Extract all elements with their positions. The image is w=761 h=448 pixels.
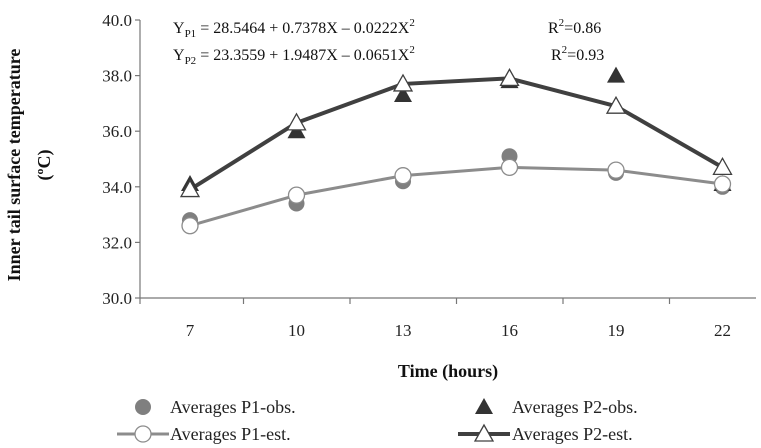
x-tick-label: 22 [714,321,731,340]
legend-marker [473,423,495,442]
legend-marker [135,399,151,415]
r-squared-p2: R2=0.93 [551,44,604,64]
legend-marker [134,425,152,443]
data-point-s2-4 [607,161,625,179]
y-axis-title-group: Inner tail surface temperature (ºC) [4,49,55,282]
y-tick-label: 34.0 [102,178,132,197]
r-squared-p1: R2=0.86 [548,17,601,37]
series-line-3 [188,76,724,192]
legend: Averages P1-obs. Averages P2-obs. Averages… [117,397,638,444]
legend-marker [475,398,493,414]
legend-label: Averages P2-est. [512,424,633,444]
equation-p2: YP2 = 23.3559 + 1.9487X – 0.0651X2 [173,44,415,67]
series-markers [179,66,733,235]
legend-label: Averages P1-obs. [170,397,296,417]
data-point-s2-1 [287,186,306,204]
series-lines [188,76,724,228]
series-line-2 [189,165,723,228]
legend-label: Averages P1-est. [170,424,291,444]
y-tick-labels: 30.0 32.0 34.0 36.0 38.0 40.0 [102,11,132,308]
y-axis-unit: (ºC) [34,150,55,181]
data-point-s3-5 [712,157,733,175]
x-tick-label: 19 [608,321,625,340]
data-point-s2-2 [394,167,412,185]
x-axis-title: Time (hours) [398,361,498,382]
data-point-s2-5 [713,175,732,193]
data-point-s3-0 [179,179,201,198]
y-tick-label: 36.0 [102,122,132,141]
y-tick-label: 38.0 [102,67,132,86]
data-point-s2-3 [500,158,519,176]
data-point-s1-2 [394,86,412,103]
y-axis-title: Inner tail surface temperature [4,49,24,282]
axes [135,19,756,304]
legend-label: Averages P2-obs. [512,397,638,417]
x-tick-label: 7 [186,321,195,340]
data-point-s3-2 [392,73,414,92]
y-tick-label: 32.0 [102,233,132,252]
x-tick-label: 13 [395,321,412,340]
x-tick-label: 10 [288,321,305,340]
equation-p1: YP1 = 28.5464 + 0.7378X – 0.0222X2 [173,17,415,40]
x-tick-label: 16 [501,321,518,340]
data-point-s1-4 [607,66,625,83]
x-tick-labels: 7 10 13 16 19 22 [186,321,731,340]
data-point-s3-4 [605,95,627,114]
y-tick-label: 40.0 [102,11,132,30]
data-point-s3-3 [499,68,520,87]
data-point-s2-0 [181,217,199,235]
data-point-s3-1 [286,112,307,131]
y-tick-label: 30.0 [102,289,132,308]
